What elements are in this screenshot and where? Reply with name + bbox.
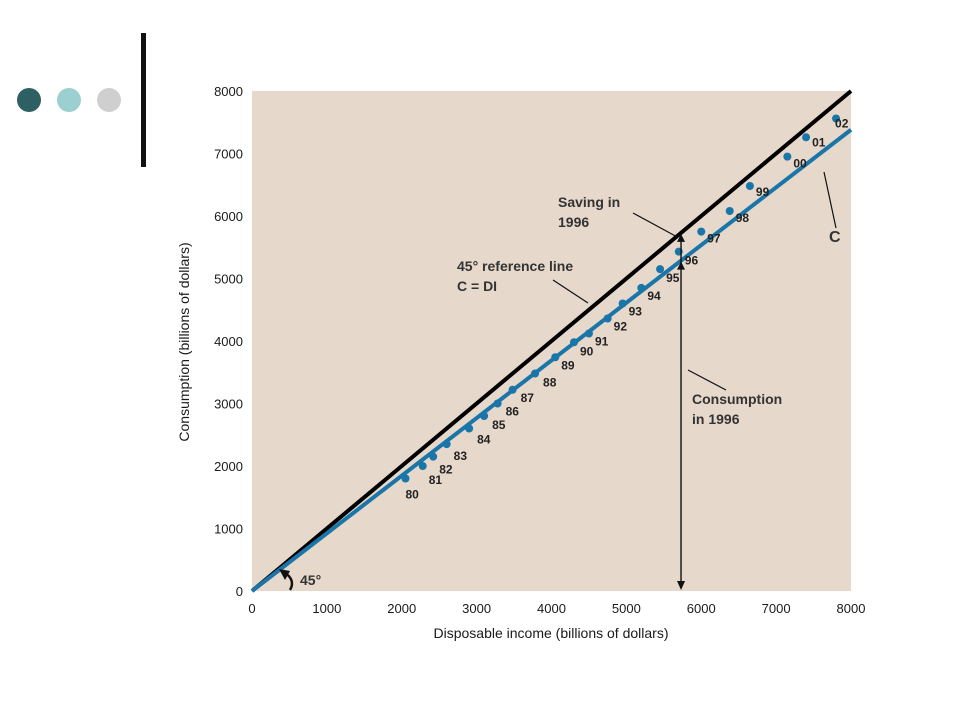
- x-tick-label: 3000: [462, 601, 491, 616]
- consumption-label-1: Consumption: [692, 391, 782, 407]
- arrow-head-at-c: [677, 261, 686, 270]
- y-tick-label: 7000: [214, 147, 243, 162]
- year-label: 89: [561, 358, 575, 372]
- reference-line-label-1: 45° reference line: [457, 258, 573, 274]
- data-point: [418, 462, 427, 470]
- saving-leader-line: [632, 212, 678, 238]
- year-label: 87: [521, 391, 535, 405]
- reference-leader-line: [552, 279, 589, 304]
- data-point: [603, 314, 612, 323]
- reference-line-45: [250, 89, 853, 593]
- year-label: 98: [736, 211, 750, 225]
- x-tick-label: 5000: [612, 601, 641, 616]
- angle-arrow-head: [279, 569, 290, 580]
- reference-line-label-2: C = DI: [457, 278, 497, 294]
- year-label: 86: [506, 405, 520, 419]
- y-tick-label: 6000: [214, 209, 243, 224]
- data-point: [802, 133, 811, 142]
- data-point: [725, 207, 734, 215]
- year-label: 82: [439, 463, 453, 477]
- year-label: 84: [477, 433, 491, 447]
- curve-label-c: C: [829, 229, 841, 246]
- year-label: 02: [835, 117, 849, 131]
- x-tick-label: 8000: [837, 601, 866, 616]
- year-label: 80: [405, 488, 419, 502]
- angle-label: 45°: [300, 572, 321, 588]
- year-label: 92: [614, 320, 628, 334]
- year-label: 81: [429, 473, 443, 487]
- consumption-leader-line: [687, 369, 727, 391]
- year-labels: 8081828384858687888990919293949596979899…: [405, 117, 848, 502]
- data-point: [832, 114, 841, 123]
- data-points: [401, 114, 841, 483]
- year-label: 93: [629, 305, 643, 319]
- year-label: 95: [666, 271, 680, 285]
- data-point: [697, 227, 706, 236]
- year-label: 00: [793, 157, 807, 171]
- y-tick-label: 4000: [214, 334, 243, 349]
- data-point: [442, 440, 451, 449]
- data-point: [465, 424, 474, 433]
- year-label: 88: [543, 376, 557, 390]
- decor-dot-gray: [97, 88, 121, 112]
- x-tick-label: 7000: [762, 601, 791, 616]
- data-point: [493, 399, 502, 408]
- y-axis-title: Consumption (billions of dollars): [176, 242, 192, 441]
- data-point: [569, 338, 578, 347]
- annotations: 45° reference line C = DI Saving in 1996…: [279, 171, 841, 591]
- year-label: 83: [454, 449, 468, 463]
- year-label: 85: [492, 418, 506, 432]
- data-point: [480, 412, 489, 420]
- y-tick-label: 2000: [214, 459, 243, 474]
- data-point: [551, 353, 560, 362]
- data-point: [531, 369, 540, 378]
- consumption-label-2: in 1996: [692, 411, 740, 427]
- arrow-head-at-reference: [677, 233, 686, 242]
- data-point: [584, 329, 593, 338]
- y-tick-label: 8000: [214, 84, 243, 99]
- saving-label-1: Saving in: [558, 194, 620, 210]
- x-tick-label: 6000: [687, 601, 716, 616]
- year-label: 97: [707, 232, 721, 246]
- y-tick-label: 3000: [214, 397, 243, 412]
- x-tick-label: 1000: [312, 601, 341, 616]
- data-point: [783, 152, 792, 161]
- year-label: 99: [756, 185, 770, 199]
- year-label: 01: [812, 135, 826, 149]
- data-point: [656, 265, 665, 274]
- year-label: 94: [647, 289, 661, 303]
- data-point: [618, 299, 627, 308]
- year-label: 96: [685, 254, 699, 268]
- arrow-head-bottom: [677, 581, 686, 590]
- x-tick-label: 2000: [387, 601, 416, 616]
- data-point: [508, 385, 517, 394]
- x-tick-label: 4000: [537, 601, 566, 616]
- data-point: [429, 452, 438, 461]
- saving-label-2: 1996: [558, 214, 589, 230]
- data-point: [637, 283, 646, 292]
- y-tick-label: 1000: [214, 522, 243, 537]
- decor-dot-teal: [57, 88, 81, 112]
- year-label: 91: [595, 335, 609, 349]
- year-label: 90: [580, 344, 594, 358]
- decor-dot-dark: [17, 88, 41, 112]
- decor-vertical-bar: [141, 33, 146, 167]
- y-tick-label: 5000: [214, 272, 243, 287]
- y-axis-ticks: 0 1000 2000 3000 4000 5000 6000 7000 8000: [214, 84, 243, 599]
- data-point: [401, 474, 410, 483]
- x-axis-title: Disposable income (billions of dollars): [434, 625, 669, 641]
- y-tick-label: 0: [236, 584, 243, 599]
- data-point: [745, 182, 754, 190]
- x-tick-label: 0: [248, 601, 255, 616]
- consumption-line-c: [250, 128, 853, 593]
- x-axis-ticks: 0 1000 2000 3000 4000 5000 6000 7000 8000: [248, 601, 865, 616]
- curve-label-leader: [823, 171, 837, 229]
